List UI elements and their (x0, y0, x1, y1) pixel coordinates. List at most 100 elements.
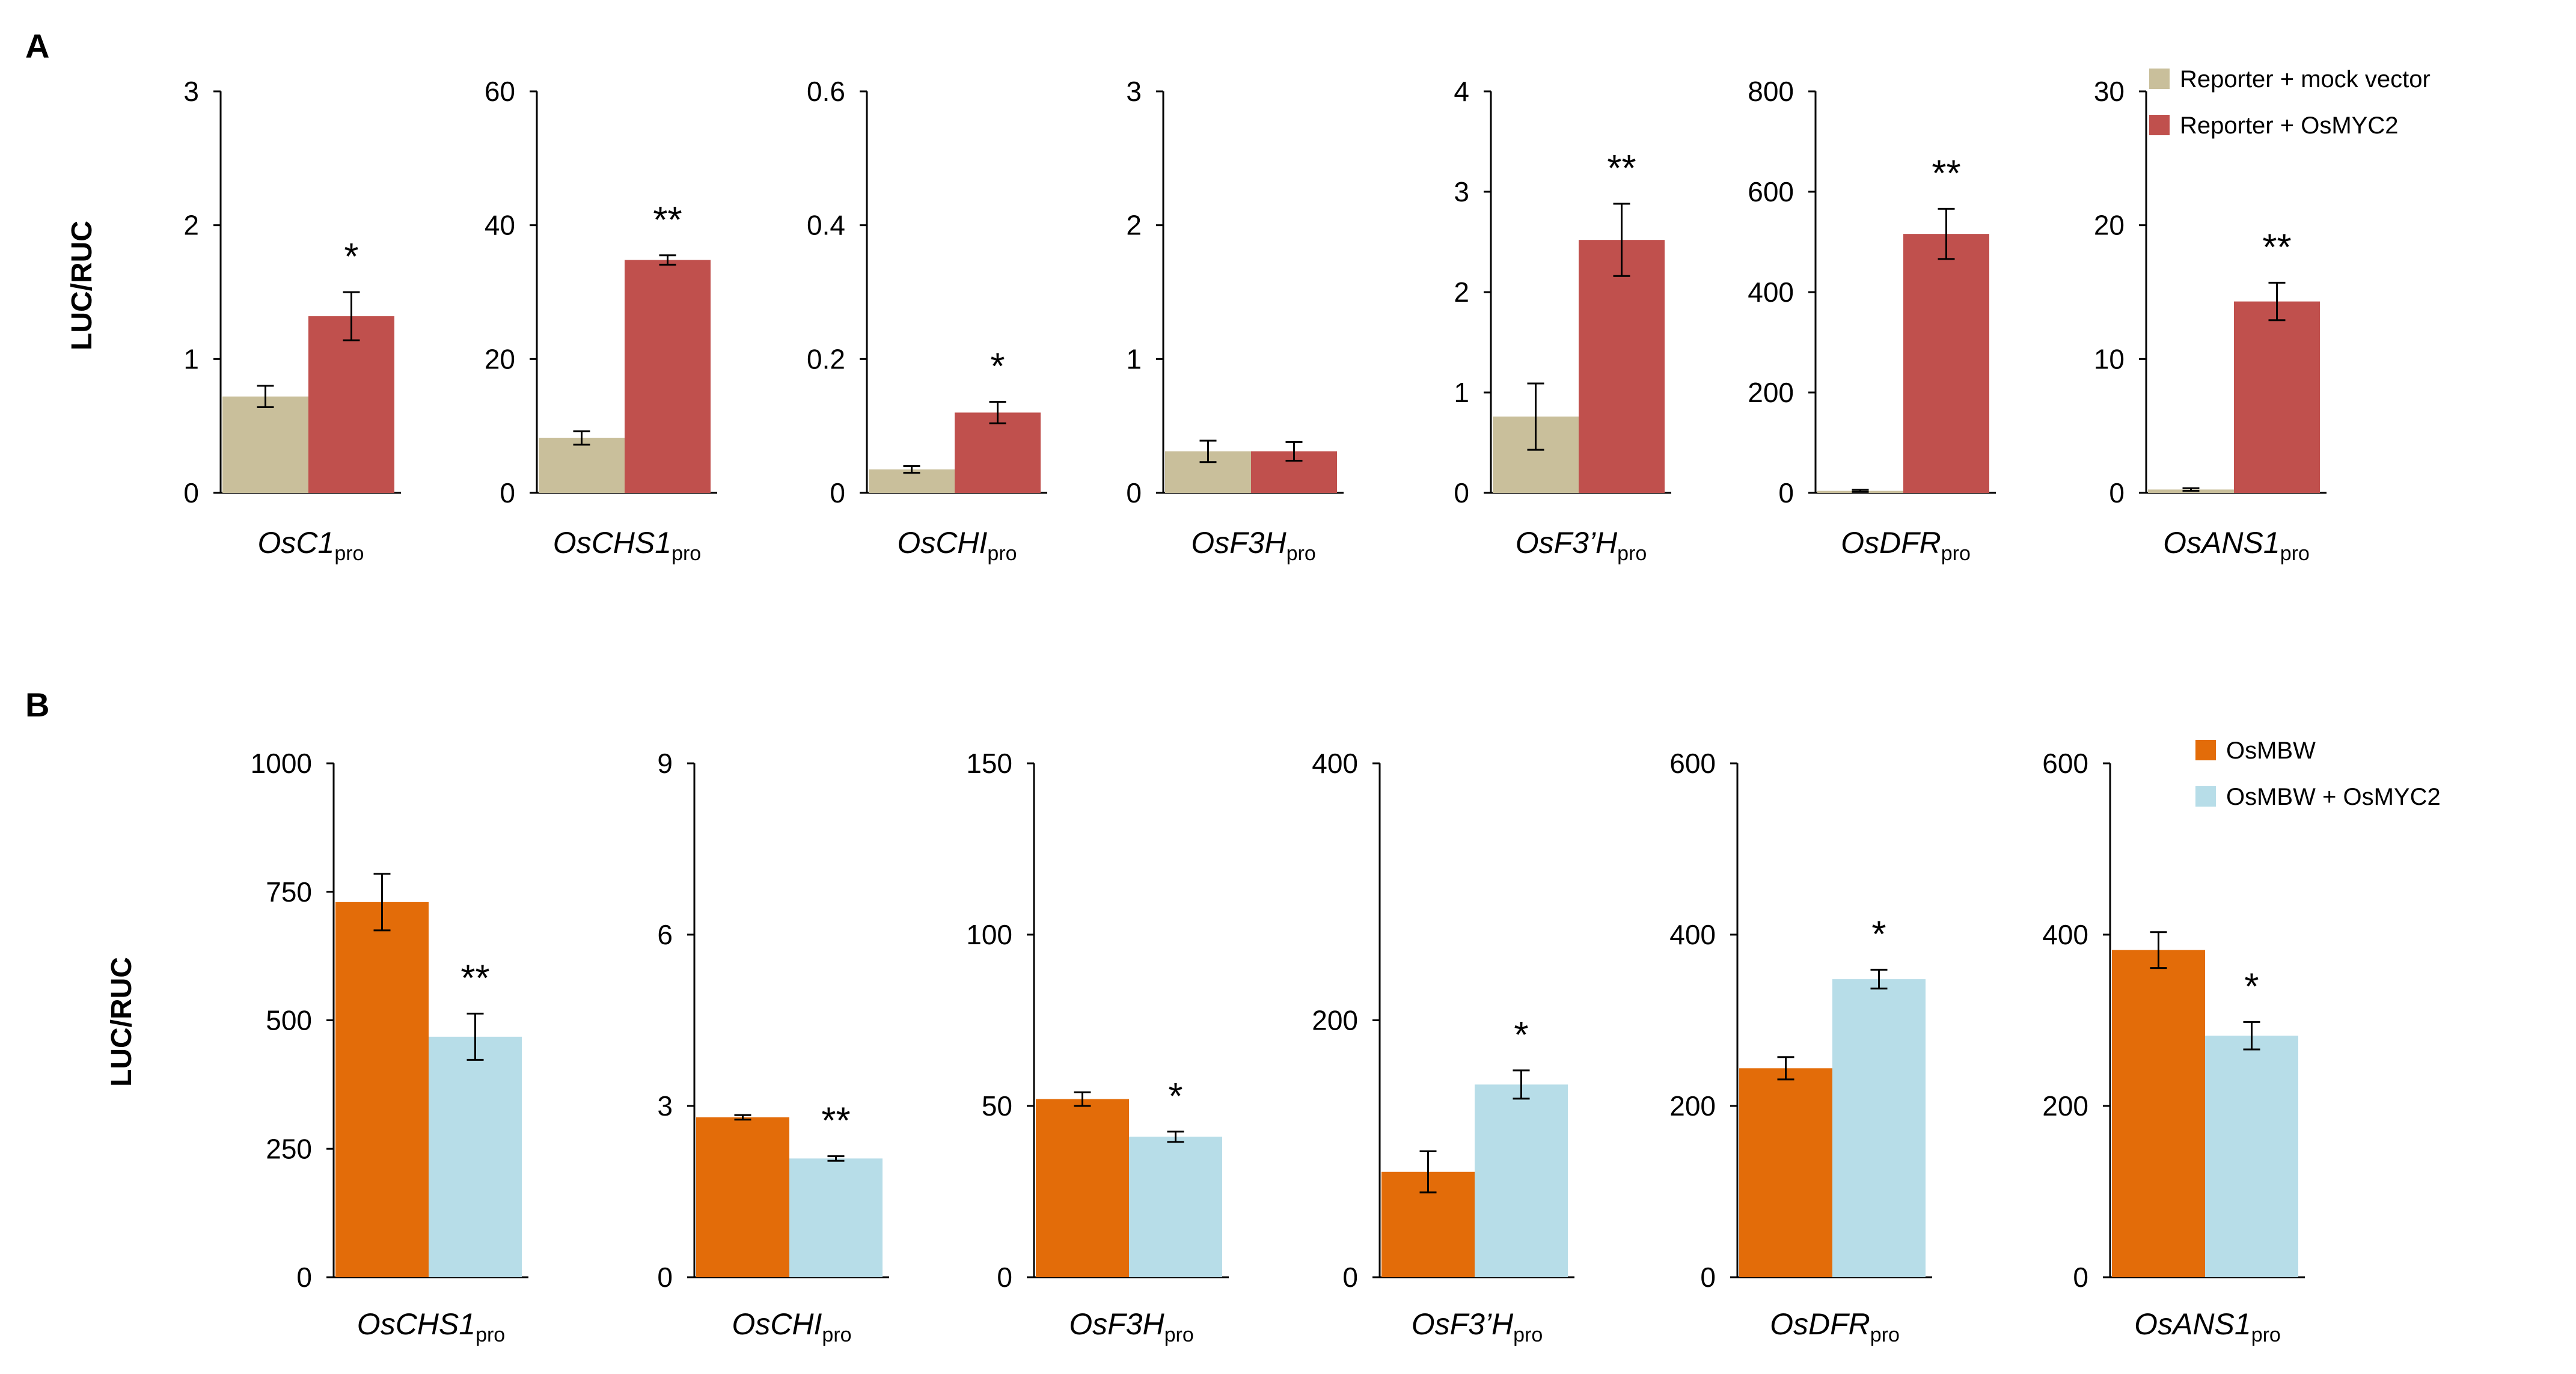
legend-label-osmbw-osmyc2: OsMBW + OsMYC2 (2226, 784, 2441, 810)
chart-1-3: 0 200 400 * OsF3’Hpro (1312, 748, 1574, 1346)
chart-0-1: 0 20 40 60 ** OsCHS1pro (485, 76, 717, 565)
y-tick-label: 0 (1342, 1262, 1358, 1293)
bar (222, 396, 308, 493)
bar (789, 1158, 883, 1277)
y-tick-label: 3 (657, 1090, 673, 1122)
y-tick-label: 3 (1454, 176, 1469, 207)
y-tick-label: 750 (266, 876, 312, 908)
significance-marker: ** (1607, 148, 1636, 189)
panel-a-legend: Reporter + mock vector Reporter + OsMYC2 (2149, 66, 2431, 139)
y-tick-label: 400 (1312, 748, 1358, 779)
y-tick-label: 0 (2109, 477, 2125, 508)
bar (2234, 301, 2320, 493)
y-tick-label: 2 (183, 210, 199, 241)
legend-label-osmbw: OsMBW (2226, 737, 2316, 764)
gene-label: OsCHS1pro (357, 1307, 505, 1346)
panel-b-ylabel: LUC/RUC (106, 957, 138, 1087)
gene-label: OsDFRpro (1841, 526, 1971, 565)
charts-layer: 0123*OsC1pro0204060**OsCHS1pro00.20.40.6… (183, 76, 2327, 1346)
gene-label: OsCHIpro (897, 526, 1017, 565)
legend-swatch-osmyc2 (2149, 115, 2170, 135)
chart-1-0: 0 250 500 750 1000 ** OsCHS1pro (251, 748, 528, 1346)
bar (308, 316, 394, 493)
y-tick-label: 0 (657, 1262, 673, 1293)
y-tick-label: 0 (500, 477, 515, 508)
y-tick-label: 3 (183, 76, 199, 107)
y-tick-label: 100 (966, 919, 1012, 950)
gene-label: OsDFRpro (1770, 1307, 1900, 1346)
y-tick-label: 20 (485, 343, 515, 374)
y-tick-label: 400 (1748, 276, 1794, 308)
y-tick-label: 500 (266, 1005, 312, 1036)
y-tick-label: 30 (2094, 76, 2125, 107)
y-tick-label: 0 (296, 1262, 312, 1293)
y-tick-label: 3 (1126, 76, 1142, 107)
y-tick-label: 2 (1126, 210, 1142, 241)
significance-marker: * (1514, 1015, 1528, 1056)
y-tick-label: 0 (1778, 477, 1794, 508)
chart-0-3: 0 1 2 3 OsF3Hpro (1126, 76, 1344, 565)
gene-label: OsF3’Hpro (1516, 526, 1647, 565)
panel-b-legend: OsMBW OsMBW + OsMYC2 (2195, 737, 2441, 810)
y-tick-label: 150 (966, 748, 1012, 779)
y-tick-label: 200 (2042, 1090, 2088, 1122)
y-tick-label: 0 (997, 1262, 1012, 1293)
y-tick-label: 40 (485, 210, 515, 241)
y-tick-label: 2 (1454, 276, 1469, 308)
significance-marker: * (2244, 966, 2259, 1007)
y-tick-label: 400 (2042, 919, 2088, 950)
gene-label: OsCHIpro (732, 1307, 851, 1346)
y-tick-label: 250 (266, 1133, 312, 1164)
bar (2205, 1036, 2298, 1277)
gene-label: OsF3’Hpro (1412, 1307, 1543, 1346)
chart-0-0: 0 1 2 3 * OsC1pro (183, 76, 401, 565)
bar (1475, 1084, 1568, 1277)
chart-0-6: 0 10 20 30 ** OsANS1pro (2094, 76, 2327, 565)
bar (1129, 1137, 1222, 1277)
y-tick-label: 0 (1700, 1262, 1716, 1293)
y-tick-label: 0.2 (807, 343, 845, 374)
y-tick-label: 600 (1748, 176, 1794, 207)
significance-marker: * (344, 236, 358, 278)
y-tick-label: 4 (1454, 76, 1469, 107)
chart-1-1: 0 3 6 9 ** OsCHIpro (657, 748, 889, 1346)
significance-marker: ** (1932, 153, 1960, 194)
chart-0-5: 0 200 400 600 800 ** OsDFRpro (1748, 76, 1996, 565)
y-tick-label: 0 (830, 477, 845, 508)
gene-label: OsANS1pro (2134, 1307, 2281, 1346)
chart-1-5: 0 200 400 600 * OsANS1pro (2042, 748, 2305, 1346)
y-tick-label: 9 (657, 748, 673, 779)
y-tick-label: 1 (1126, 343, 1142, 374)
y-tick-label: 1 (183, 343, 199, 374)
significance-marker: ** (460, 957, 489, 999)
significance-marker: ** (2262, 227, 2291, 268)
y-tick-label: 0.4 (807, 210, 845, 241)
panel-a-letter: A (25, 27, 49, 65)
chart-0-4: 0 1 2 3 4 ** OsF3’Hpro (1454, 76, 1671, 565)
bar (429, 1036, 522, 1277)
panel-b-letter: B (25, 686, 49, 724)
bar (1579, 240, 1665, 493)
significance-marker: * (1871, 914, 1886, 955)
bar (1036, 1099, 1129, 1277)
y-tick-label: 200 (1748, 377, 1794, 408)
legend-swatch-osmbw (2195, 740, 2216, 760)
bar (1739, 1068, 1832, 1277)
significance-marker: ** (653, 200, 682, 241)
legend-swatch-osmbw-osmyc2 (2195, 786, 2216, 807)
bar (539, 438, 625, 493)
legend-swatch-mock (2149, 69, 2170, 89)
y-tick-label: 6 (657, 919, 673, 950)
y-tick-label: 0 (183, 477, 199, 508)
y-tick-label: 60 (485, 76, 515, 107)
y-tick-label: 200 (1312, 1005, 1358, 1036)
y-tick-label: 200 (1669, 1090, 1716, 1122)
y-tick-label: 10 (2094, 343, 2125, 374)
bar (1903, 234, 1989, 493)
bar (1832, 979, 1926, 1277)
y-tick-label: 600 (2042, 748, 2088, 779)
significance-marker: * (990, 346, 1005, 388)
y-tick-label: 0 (1454, 477, 1469, 508)
y-tick-label: 800 (1748, 76, 1794, 107)
y-tick-label: 0 (1126, 477, 1142, 508)
